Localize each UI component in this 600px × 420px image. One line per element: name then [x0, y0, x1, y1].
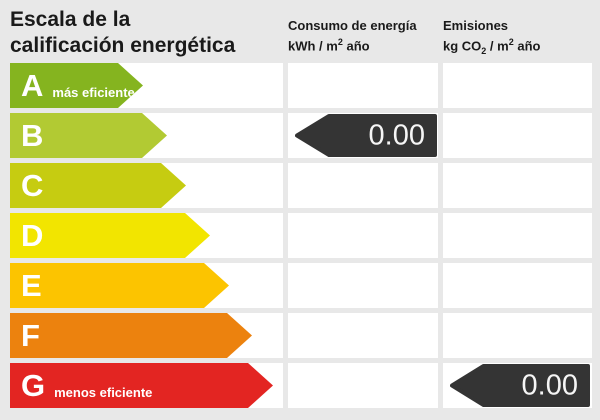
rating-arrow: F — [10, 313, 252, 358]
consumo-value-cell — [288, 363, 438, 408]
emisiones-indicator-value: 0.00 — [521, 369, 578, 401]
emisiones-header-label: Emisiones — [443, 18, 509, 33]
emisiones-unit-sup: 2 — [508, 37, 514, 47]
rating-note: menos eficiente — [54, 385, 153, 400]
rating-scale-cell: B — [10, 113, 283, 158]
rating-letter: D — [21, 218, 44, 253]
rating-arrow: B — [10, 113, 167, 158]
rating-letter: B — [21, 118, 44, 153]
emisiones-indicator-arrow: 0.00 — [450, 364, 590, 407]
rating-row: F — [0, 313, 600, 358]
rating-arrow: E — [10, 263, 229, 308]
emisiones-value-cell — [443, 263, 592, 308]
page-title: Escala de la calificación energética — [10, 7, 235, 59]
consumo-header-units: kWh / m2 año — [288, 34, 438, 54]
consumo-value-cell: 0.00 — [288, 113, 438, 158]
rating-arrow: C — [10, 163, 186, 208]
emisiones-value-cell — [443, 113, 592, 158]
rating-scale-cell: G menos eficiente — [10, 363, 283, 408]
rating-row: B 0.00 — [0, 113, 600, 158]
rating-scale-cell: F — [10, 313, 283, 358]
consumo-value-cell — [288, 63, 438, 108]
page-title-line2: calificación energética — [10, 34, 236, 57]
emisiones-value-cell — [443, 313, 592, 358]
consumo-indicator-value: 0.00 — [368, 119, 425, 151]
rating-row: C — [0, 163, 600, 208]
rating-grid: A más eficiente B 0.00 — [0, 63, 600, 413]
column-header-emisiones: Emisiones kg CO2 / m2 año — [443, 17, 592, 60]
emisiones-value-cell — [443, 63, 592, 108]
consumo-value-cell — [288, 263, 438, 308]
rating-arrow: D — [10, 213, 210, 258]
column-header-consumo: Consumo de energía kWh / m2 año — [288, 17, 438, 54]
rating-letter: E — [21, 268, 42, 303]
emisiones-unit-prefix: kg CO — [443, 38, 482, 54]
rating-scale-cell: A más eficiente — [10, 63, 283, 108]
consumo-unit-sup: 2 — [337, 37, 343, 47]
rating-arrow: A más eficiente — [10, 63, 143, 108]
emisiones-value-cell — [443, 213, 592, 258]
consumo-value-cell — [288, 313, 438, 358]
rating-note: más eficiente — [52, 85, 135, 100]
emisiones-unit-mid: / m — [486, 38, 509, 54]
rating-letter: G — [21, 368, 46, 403]
consumo-header-label: Consumo de energía — [288, 18, 417, 33]
emisiones-unit-suffix: año — [513, 38, 541, 54]
rating-row: A más eficiente — [0, 63, 600, 108]
rating-scale-cell: C — [10, 163, 283, 208]
emisiones-value-cell: 0.00 — [443, 363, 592, 408]
rating-scale-cell: D — [10, 213, 283, 258]
consumo-unit-prefix: kWh / m — [288, 38, 338, 54]
rating-arrow: G menos eficiente — [10, 363, 273, 408]
rating-letter: A — [21, 68, 44, 103]
consumo-value-cell — [288, 213, 438, 258]
consumo-indicator-arrow: 0.00 — [295, 114, 437, 157]
consumo-value-cell — [288, 163, 438, 208]
rating-letter: F — [21, 318, 40, 353]
rating-scale-cell: E — [10, 263, 283, 308]
page-title-line1: Escala de la — [10, 8, 131, 31]
consumo-unit-suffix: año — [342, 38, 370, 54]
emisiones-value-cell — [443, 163, 592, 208]
emisiones-header-units: kg CO2 / m2 año — [443, 34, 592, 60]
rating-row: G menos eficiente 0.00 — [0, 363, 600, 408]
rating-letter: C — [21, 168, 44, 203]
rating-row: E — [0, 263, 600, 308]
emisiones-unit-sub: 2 — [481, 45, 487, 56]
indicator-arrow-shape — [450, 364, 590, 407]
rating-row: D — [0, 213, 600, 258]
indicator-arrow-shape — [295, 114, 437, 157]
